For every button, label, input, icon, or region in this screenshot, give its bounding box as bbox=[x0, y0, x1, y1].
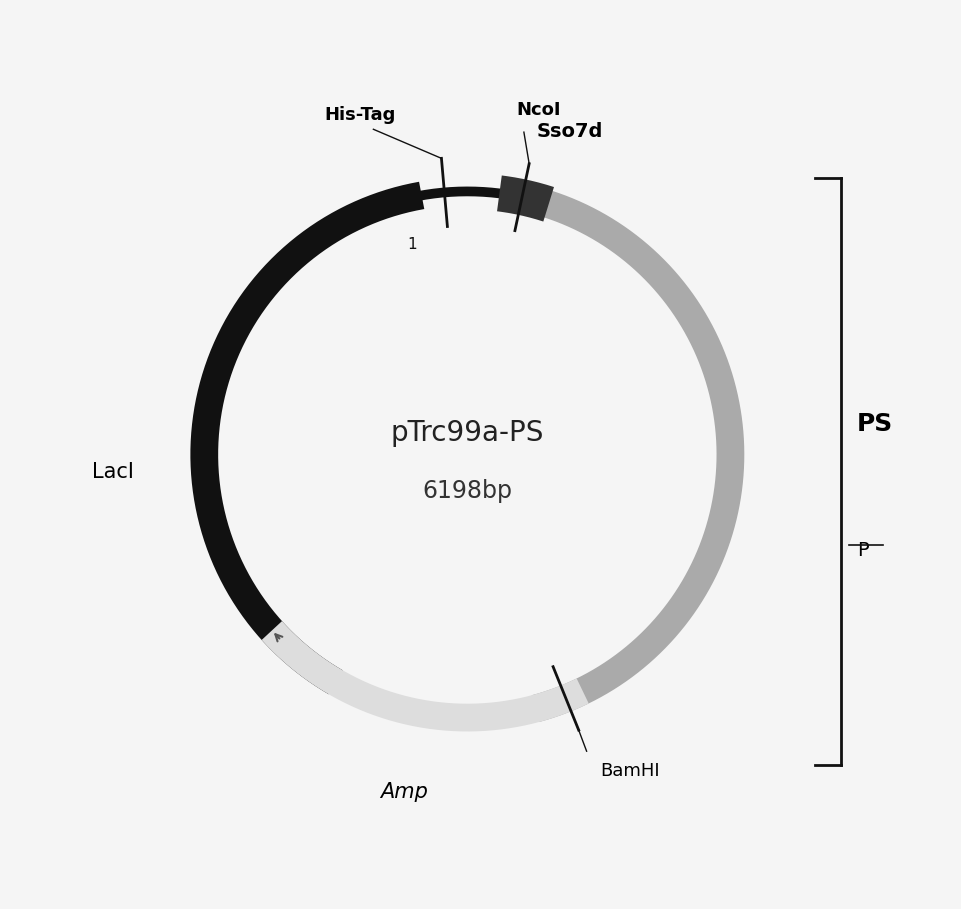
Text: P: P bbox=[856, 541, 869, 560]
Text: pTrc99a-PS: pTrc99a-PS bbox=[391, 419, 544, 447]
Text: 6198bp: 6198bp bbox=[422, 479, 512, 504]
Text: LacI: LacI bbox=[92, 462, 134, 482]
Text: NcoI: NcoI bbox=[516, 101, 560, 119]
Text: PS: PS bbox=[856, 413, 893, 436]
Text: 1: 1 bbox=[407, 236, 417, 252]
Text: Sso7d: Sso7d bbox=[537, 122, 604, 141]
Text: Amp: Amp bbox=[380, 783, 428, 803]
Text: His-Tag: His-Tag bbox=[325, 106, 396, 124]
Text: BamHI: BamHI bbox=[600, 762, 659, 780]
